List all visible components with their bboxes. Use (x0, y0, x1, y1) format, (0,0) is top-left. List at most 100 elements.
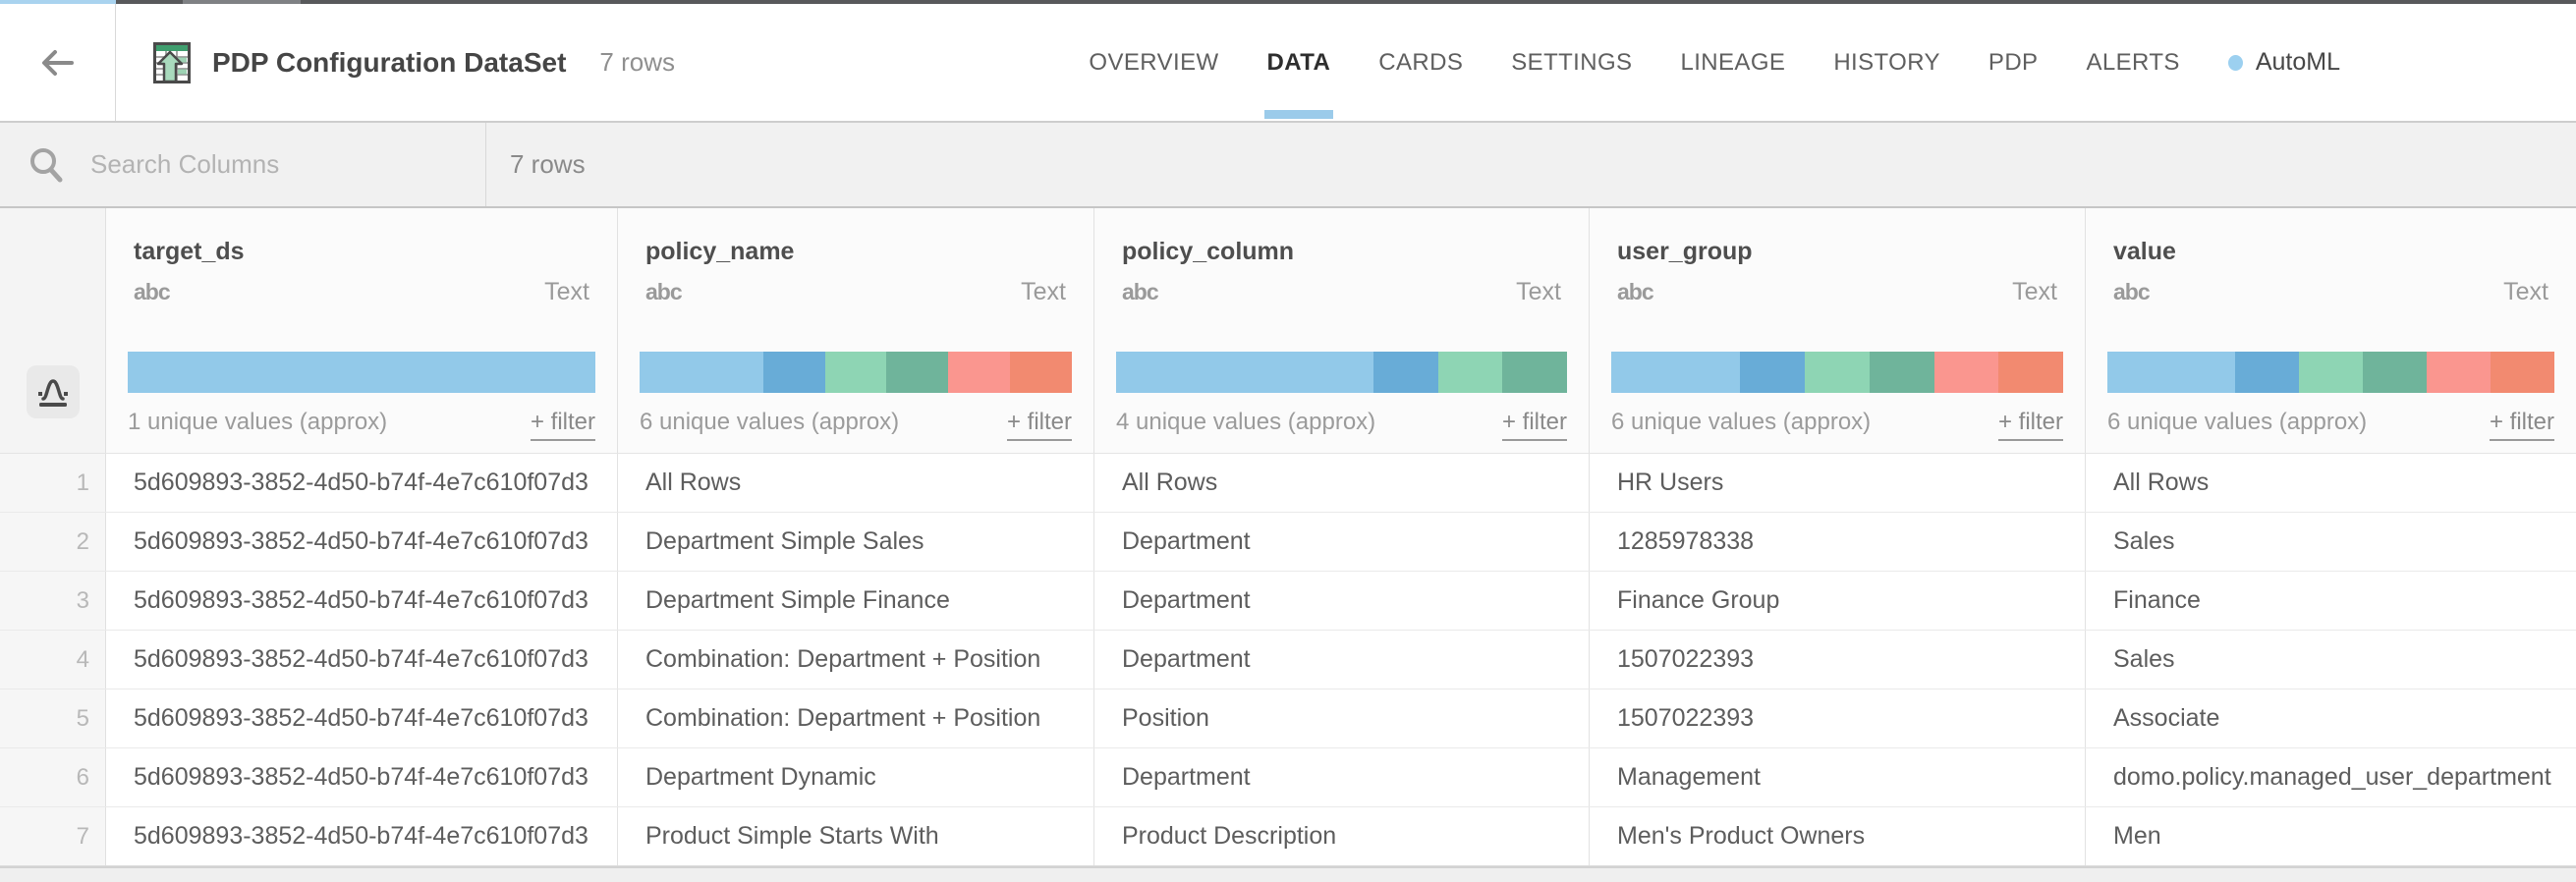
column-header-policy-name[interactable]: policy_name abc Text (617, 208, 1093, 332)
row-number: 5 (0, 689, 106, 747)
cell-policy-name: All Rows (617, 454, 1093, 512)
dataset-nav-tabs: OVERVIEW DATA CARDS SETTINGS LINEAGE HIS… (1089, 4, 2576, 121)
cell-value: Associate (2085, 689, 2576, 747)
column-type-label: Text (544, 278, 589, 305)
distribution-curve-icon (37, 378, 68, 407)
table-row[interactable]: 3 5d609893-3852-4d50-b74f-4e7c610f07d3 D… (0, 572, 2576, 631)
table-row[interactable]: 1 5d609893-3852-4d50-b74f-4e7c610f07d3 A… (0, 454, 2576, 513)
back-button[interactable] (0, 4, 116, 121)
column-name: target_ds (134, 238, 245, 265)
search-icon (30, 147, 63, 182)
column-stats-policy-name: 6 unique values (approx) + filter (617, 332, 1093, 453)
value-histogram[interactable] (1116, 352, 1567, 393)
tab-cards[interactable]: CARDS (1378, 48, 1464, 76)
cell-policy-name: Combination: Department + Position (617, 631, 1093, 689)
cell-user-group: Finance Group (1589, 572, 2085, 630)
cell-target-ds: 5d609893-3852-4d50-b74f-4e7c610f07d3 (134, 527, 588, 555)
cell-value: Men (2085, 807, 2576, 865)
table-row[interactable]: 5 5d609893-3852-4d50-b74f-4e7c610f07d3 C… (0, 689, 2576, 748)
column-header-row: target_ds abc Text policy_name abc Text … (0, 208, 2576, 332)
cell-target-ds: 5d609893-3852-4d50-b74f-4e7c610f07d3 (134, 704, 588, 732)
table-row[interactable]: 7 5d609893-3852-4d50-b74f-4e7c610f07d3 P… (0, 807, 2576, 866)
value-histogram[interactable] (2107, 352, 2554, 393)
tab-data[interactable]: DATA (1263, 4, 1333, 121)
back-arrow-icon (41, 49, 74, 76)
unique-values-label: 4 unique values (approx) (1116, 409, 1376, 435)
unique-values-label: 6 unique values (approx) (2107, 409, 2368, 435)
column-header-value[interactable]: value abc Text (2085, 208, 2576, 332)
cell-policy-name: Department Dynamic (617, 748, 1093, 806)
table-row-count: 7 rows (510, 149, 586, 179)
automl-toggle[interactable]: AutoML (2227, 4, 2340, 121)
app-header: PDP Configuration DataSet 7 rows OVERVIE… (0, 4, 2576, 123)
tab-history[interactable]: HISTORY (1833, 48, 1940, 76)
cell-value: All Rows (2085, 454, 2576, 512)
column-stats-policy-column: 4 unique values (approx) + filter (1093, 332, 1589, 453)
cell-value: Sales (2085, 631, 2576, 689)
column-header-user-group[interactable]: user_group abc Text (1589, 208, 2085, 332)
top-strip-dark-segment (301, 0, 2576, 4)
cell-user-group: 1507022393 (1589, 689, 2085, 747)
column-type-label: Text (2012, 278, 2057, 305)
column-stats-target-ds: 1 unique values (approx) + filter (106, 332, 617, 453)
column-header-policy-column[interactable]: policy_column abc Text (1093, 208, 1589, 332)
value-histogram[interactable] (1611, 352, 2063, 393)
table-row[interactable]: 4 5d609893-3852-4d50-b74f-4e7c610f07d3 C… (0, 631, 2576, 689)
cell-target-ds: 5d609893-3852-4d50-b74f-4e7c610f07d3 (134, 822, 588, 850)
cell-policy-column: Position (1093, 689, 1589, 747)
page-title: PDP Configuration DataSet (212, 46, 567, 78)
column-type-label: Text (1516, 278, 1561, 305)
tab-lineage[interactable]: LINEAGE (1680, 48, 1786, 76)
tab-pdp[interactable]: PDP (1988, 48, 2039, 76)
top-strip-dark-segment (116, 0, 183, 4)
table-row[interactable]: 6 5d609893-3852-4d50-b74f-4e7c610f07d3 D… (0, 748, 2576, 807)
column-type-label: Text (1021, 278, 1066, 305)
column-stats-row: 1 unique values (approx) + filter 6 uniq… (0, 332, 2576, 454)
tab-alerts[interactable]: ALERTS (2086, 48, 2180, 76)
horizontal-scrollbar-track[interactable] (0, 866, 2576, 882)
unique-values-label: 6 unique values (approx) (640, 409, 900, 435)
header-gutter (0, 208, 106, 332)
search-row: 7 rows (0, 123, 2576, 208)
cell-policy-column: Department (1093, 748, 1589, 806)
search-columns-input[interactable] (65, 123, 485, 206)
value-histogram[interactable] (640, 352, 1072, 393)
column-header-target-ds[interactable]: target_ds abc Text (106, 208, 617, 332)
value-histogram[interactable] (128, 352, 595, 393)
row-number: 3 (0, 572, 106, 630)
cell-policy-name: Combination: Department + Position (617, 689, 1093, 747)
top-strip-blue-segment (0, 0, 116, 4)
row-number: 1 (0, 454, 106, 512)
cell-policy-name: Department Simple Finance (617, 572, 1093, 630)
dataset-icon (153, 41, 191, 83)
table-body: 1 5d609893-3852-4d50-b74f-4e7c610f07d3 A… (0, 454, 2576, 866)
cell-user-group: 1285978338 (1589, 513, 2085, 571)
cell-policy-name: Product Simple Starts With (617, 807, 1093, 865)
automl-label: AutoML (2255, 48, 2340, 76)
row-number: 2 (0, 513, 106, 571)
tab-overview[interactable]: OVERVIEW (1089, 48, 1219, 76)
cell-policy-column: Department (1093, 572, 1589, 630)
cell-user-group: Men's Product Owners (1589, 807, 2085, 865)
text-type-icon: abc (2113, 279, 2151, 304)
add-filter-link[interactable]: + filter (1501, 409, 1567, 441)
add-filter-link[interactable]: + filter (2489, 409, 2554, 441)
unique-values-label: 1 unique values (approx) (128, 409, 388, 435)
distribution-toggle-button[interactable] (26, 364, 80, 418)
cell-policy-name: Department Simple Sales (617, 513, 1093, 571)
text-type-icon: abc (134, 279, 171, 304)
table-row[interactable]: 2 5d609893-3852-4d50-b74f-4e7c610f07d3 D… (0, 513, 2576, 572)
add-filter-link[interactable]: + filter (1006, 409, 1072, 441)
tab-settings[interactable]: SETTINGS (1511, 48, 1633, 76)
cell-target-ds: 5d609893-3852-4d50-b74f-4e7c610f07d3 (134, 469, 588, 496)
unique-values-label: 6 unique values (approx) (1611, 409, 1872, 435)
dataset-title-group: PDP Configuration DataSet 7 rows (153, 41, 675, 83)
cell-target-ds: 5d609893-3852-4d50-b74f-4e7c610f07d3 (134, 645, 588, 673)
text-type-icon: abc (1617, 279, 1654, 304)
add-filter-link[interactable]: + filter (1997, 409, 2063, 441)
cell-policy-column: Product Description (1093, 807, 1589, 865)
cell-user-group: HR Users (1589, 454, 2085, 512)
cell-target-ds: 5d609893-3852-4d50-b74f-4e7c610f07d3 (134, 763, 588, 791)
cell-value: domo.policy.managed_user_department (2085, 748, 2576, 806)
add-filter-link[interactable]: + filter (530, 409, 595, 441)
